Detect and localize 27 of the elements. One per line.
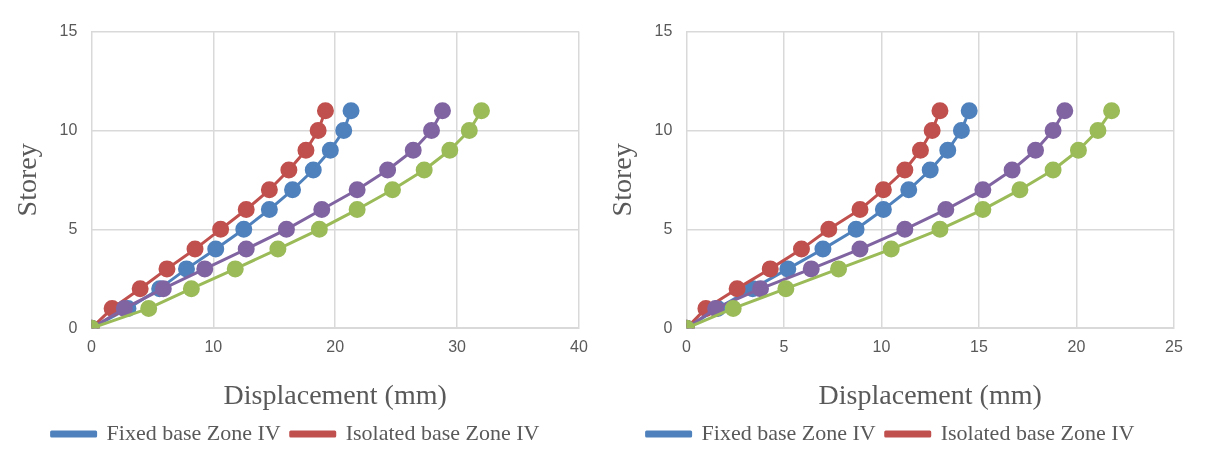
x-tick-label: 25 [1165,338,1183,356]
x-tick-label: 40 [570,338,588,356]
x-axis-title: Displacement (mm) [818,378,1042,410]
y-tick-label: 15 [59,22,78,40]
x-tick-label: 0 [86,338,96,356]
x-tick-label: 20 [326,338,345,356]
x-tick-label: 20 [1067,338,1086,356]
legend-label: Isolated base Zone IV [345,419,540,445]
y-tick-label: 5 [68,219,78,237]
y-axis-title: Storey [606,143,638,217]
legend-label: Fixed base Zone IV [106,419,281,445]
y-axis-title: Storey [11,143,43,217]
y-tick-label: 0 [663,318,673,336]
y-tick-label: 15 [654,22,673,40]
x-tick-label: 30 [448,338,467,356]
legend-label: Fixed base Zone IV [701,419,876,445]
y-tick-label: 10 [59,120,78,138]
y-tick-label: 10 [654,120,673,138]
x-tick-label: 5 [779,338,789,356]
legend-label: Isolated base Zone IV [940,419,1135,445]
y-tick-label: 5 [663,219,673,237]
x-tick-label: 10 [872,338,891,356]
x-tick-label: 0 [681,338,691,356]
y-tick-label: 0 [68,318,78,336]
x-tick-label: 10 [204,338,223,356]
x-tick-label: 15 [970,338,988,356]
x-axis-title: Displacement (mm) [223,378,447,410]
